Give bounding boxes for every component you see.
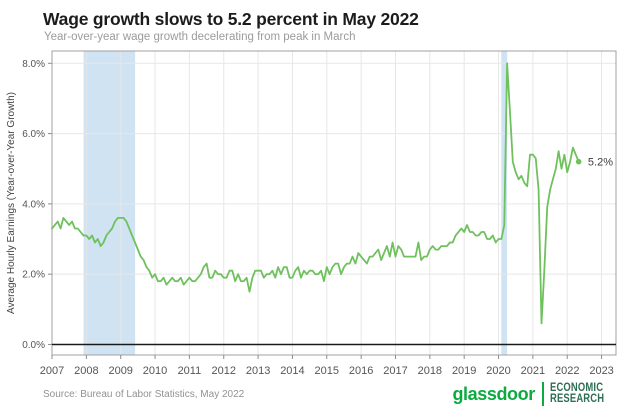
x-tick-label: 2018 — [418, 365, 442, 377]
x-tick-label: 2010 — [143, 365, 167, 377]
x-tick-label: 2019 — [452, 365, 476, 377]
x-tick-label: 2016 — [349, 365, 373, 377]
brand-unit: ECONOMIC RESEARCH — [549, 381, 605, 406]
x-tick-label: 2013 — [246, 365, 270, 377]
wage-growth-line — [51, 62, 580, 325]
x-tick-label: 2007 — [40, 365, 64, 377]
latest-value-label: 5.2% — [588, 157, 613, 169]
x-tick-label: 2011 — [178, 365, 202, 377]
y-tick-label: 8.0% — [22, 59, 45, 70]
x-tick-label: 2020 — [486, 365, 510, 377]
x-tick-label: 2022 — [555, 365, 579, 377]
plot-border — [51, 50, 617, 356]
x-tick-label: 2021 — [521, 365, 545, 377]
x-tick-label: 2008 — [74, 365, 98, 377]
x-tick-label: 2015 — [315, 365, 339, 377]
brand-divider — [541, 382, 544, 406]
recession-band — [83, 51, 136, 355]
latest-point-marker — [575, 158, 582, 165]
x-tick-label: 2014 — [280, 365, 304, 377]
glassdoor-logo: glassdoor — [452, 383, 535, 404]
brand-unit-line2: RESEARCH — [549, 393, 605, 405]
x-tick-label: 2023 — [589, 365, 613, 377]
y-tick-label: 4.0% — [22, 199, 45, 210]
brand-lockup: glassdoor ECONOMIC RESEARCH — [452, 380, 616, 408]
brand-unit-line1: ECONOMIC — [549, 381, 604, 394]
x-tick-label: 2009 — [108, 365, 132, 377]
x-tick-label: 2017 — [383, 365, 407, 377]
y-tick-label: 6.0% — [22, 129, 45, 140]
y-tick-label: 0.0% — [22, 340, 45, 351]
page-subtitle: Year-over-year wage growth decelerating … — [44, 31, 356, 43]
y-tick-label: 2.0% — [22, 270, 45, 281]
x-tick-label: 2012 — [211, 365, 235, 377]
source-note: Source: Bureau of Labor Statistics, May … — [43, 389, 245, 400]
y-axis-title: Average Hourly Earnings (Year-over-Year … — [6, 92, 17, 314]
page-title: Wage growth slows to 5.2 percent in May … — [43, 9, 419, 29]
